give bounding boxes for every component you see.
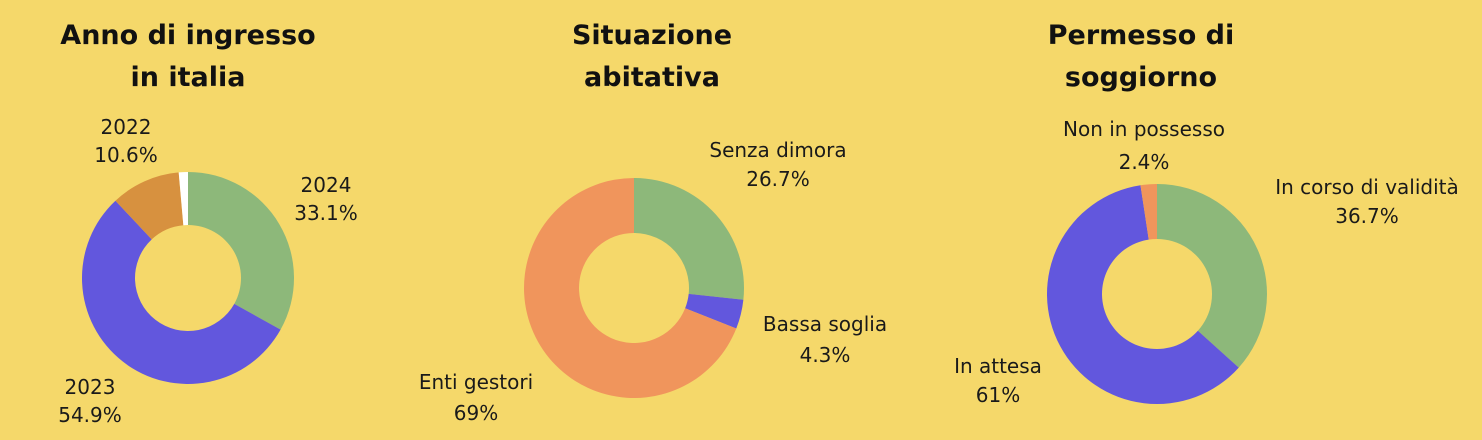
chart-3-value-in-attesa: 61% xyxy=(976,383,1020,407)
chart-1-slice-3 xyxy=(115,172,184,240)
chart-2-value-enti-gestori: 69% xyxy=(454,401,498,425)
chart-3-label-in-attesa: In attesa xyxy=(954,354,1042,378)
chart-2-slice-3 xyxy=(523,178,737,398)
chart-3-slice-3 xyxy=(1140,184,1157,240)
chart-3-value-non-in-possesso: 2.4% xyxy=(1119,150,1170,174)
chart-3-label-in-corso: In corso di validità xyxy=(1275,175,1459,199)
chart-2-title-line-1: Situazione xyxy=(572,20,732,51)
chart-2-slice-2 xyxy=(685,293,744,329)
chart-1-slice-4 xyxy=(178,172,188,226)
chart-1-slice-1 xyxy=(188,172,295,330)
chart-3-donut xyxy=(1046,184,1267,404)
chart-2: Situazione abitativa Senza dimora 26.7% … xyxy=(419,20,887,425)
chart-1-title-line-2: in italia xyxy=(131,62,246,93)
chart-1-label-2024: 2024 xyxy=(301,173,352,197)
chart-2-title-line-2: abitativa xyxy=(584,62,720,93)
chart-1-label-2022: 2022 xyxy=(101,115,152,139)
chart-1-donut xyxy=(82,172,295,384)
chart-3-title-line-1: Permesso di xyxy=(1048,20,1235,51)
chart-2-label-enti-gestori: Enti gestori xyxy=(419,370,533,394)
chart-2-slice-1 xyxy=(634,178,745,300)
chart-1-label-2023: 2023 xyxy=(65,375,116,399)
chart-1-value-2022: 10.6% xyxy=(94,143,158,167)
chart-1: Anno di ingresso in italia 2024 33.1% 20… xyxy=(58,20,358,427)
chart-3-title-line-2: soggiorno xyxy=(1065,62,1217,93)
chart-2-donut xyxy=(523,178,745,398)
chart-1-title-line-1: Anno di ingresso xyxy=(60,20,315,51)
chart-3-slice-1 xyxy=(1157,184,1267,368)
chart-2-label-bassa-soglia: Bassa soglia xyxy=(763,312,887,336)
chart-1-value-2024: 33.1% xyxy=(294,201,358,225)
chart-3-label-non-in-possesso: Non in possesso xyxy=(1063,117,1225,141)
chart-3: Permesso di soggiorno In corso di validi… xyxy=(954,20,1459,407)
chart-2-label-senza-dimora: Senza dimora xyxy=(709,138,846,162)
chart-1-slice-2 xyxy=(82,200,281,384)
chart-2-value-bassa-soglia: 4.3% xyxy=(800,343,851,367)
chart-3-slice-2 xyxy=(1046,185,1239,404)
chart-1-value-2023: 54.9% xyxy=(58,403,122,427)
chart-2-value-senza-dimora: 26.7% xyxy=(746,167,810,191)
chart-3-value-in-corso: 36.7% xyxy=(1335,204,1399,228)
